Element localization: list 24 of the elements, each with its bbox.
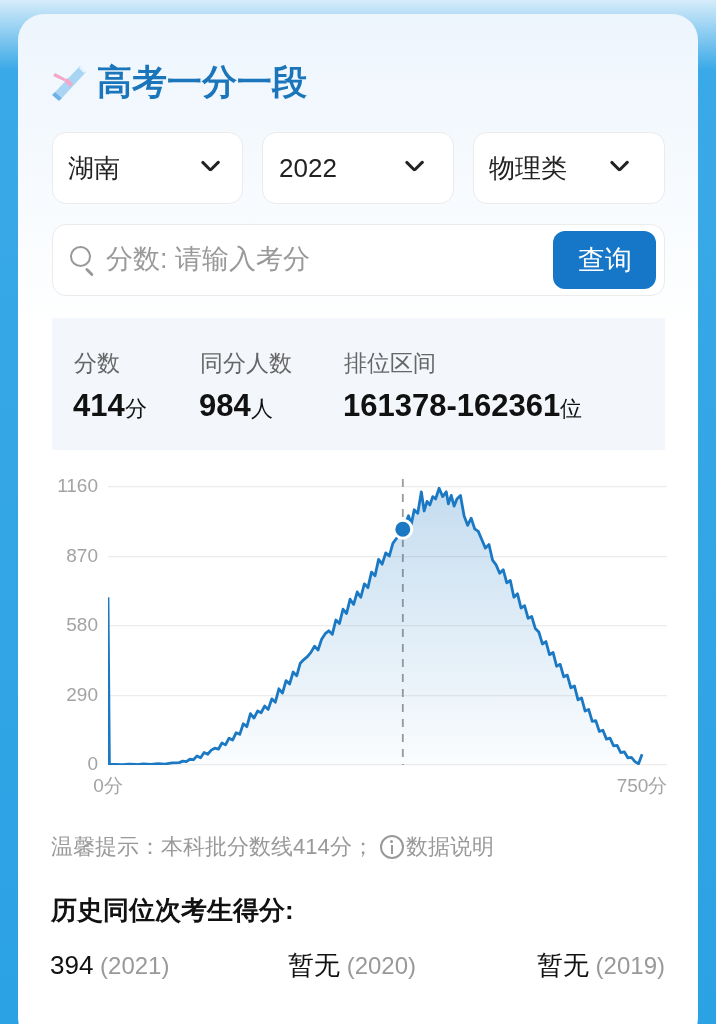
y-tick-label: 1160 [57, 475, 98, 497]
x-tick-label: 0分 [93, 774, 123, 796]
text: 984人 [199, 388, 273, 423]
text: 历史同位次考生得分: [51, 894, 294, 927]
text: 温馨提示：本科批分数线414分； [51, 833, 374, 861]
text: 暂无 (2019) [536, 950, 665, 980]
chart-title: 高考一分一段 [97, 61, 307, 103]
text: 物理类 [489, 152, 567, 185]
text: 数据说明 [405, 833, 494, 861]
y-tick-label: 870 [66, 544, 98, 566]
text: 2022 [279, 152, 337, 185]
text: 分数: 请输入考分 [106, 243, 311, 276]
text: 同分人数 [200, 349, 292, 378]
text: 394 (2021) [50, 950, 170, 980]
y-tick-label: 290 [66, 683, 98, 705]
y-tick-label: 0 [87, 753, 98, 775]
text: 161378-162361位 [343, 388, 583, 423]
text: 暂无 (2020) [288, 950, 417, 980]
text: 排位区间 [344, 349, 436, 378]
text: 414分 [73, 388, 147, 423]
y-tick-label: 580 [66, 614, 98, 636]
text: 湖南 [68, 152, 120, 185]
x-tick-label: 750分 [616, 774, 668, 796]
text: 分数 [74, 349, 120, 378]
